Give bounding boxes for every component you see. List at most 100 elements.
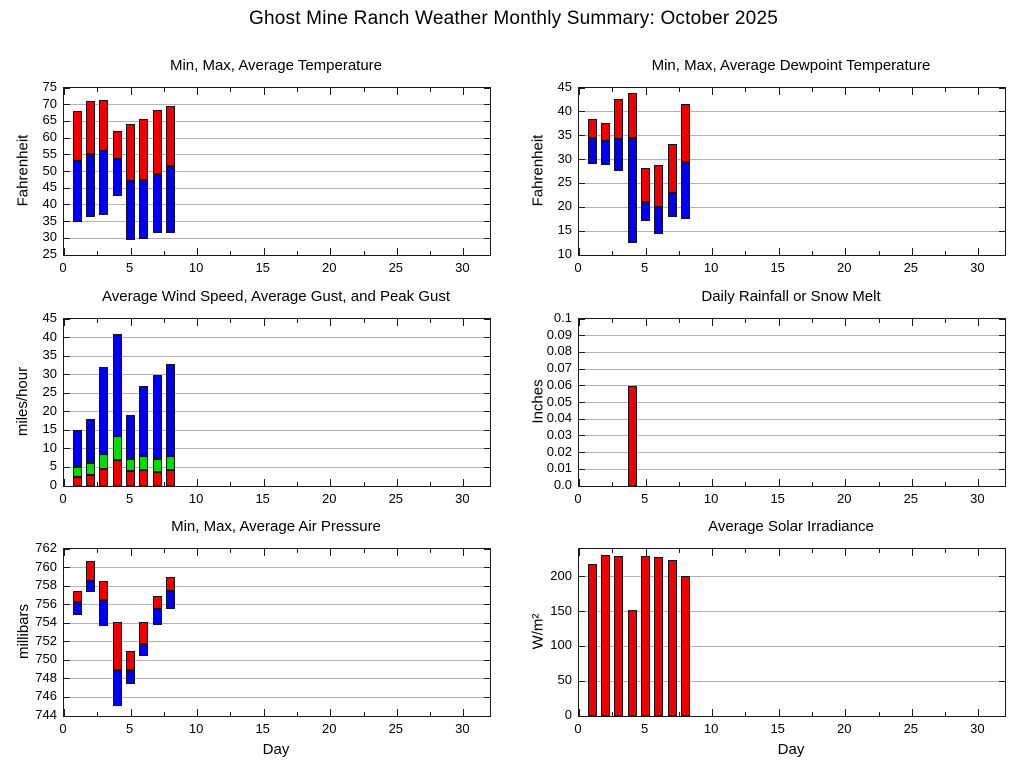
x-tick-label: 25 — [388, 721, 404, 736]
y-axis-tick — [64, 392, 70, 394]
bar-rainfall — [627, 385, 637, 486]
x-axis-tick — [230, 251, 232, 255]
grid-line — [579, 135, 1005, 137]
y-axis-tick — [484, 237, 490, 239]
y-axis-tick — [999, 576, 1005, 578]
bar-average-to-max — [614, 99, 624, 139]
y-tick-label: 758 — [35, 577, 57, 593]
y-axis-tick — [999, 645, 1005, 647]
bar-avg-wind-speed — [139, 470, 149, 486]
x-tick-label: 20 — [837, 260, 852, 275]
x-axis-tick — [330, 479, 332, 486]
y-axis-tick — [484, 355, 490, 357]
bar-min-to-average — [166, 166, 175, 233]
y-axis-tick — [999, 351, 1005, 353]
y-tick-label: 750 — [35, 651, 57, 667]
y-axis-tick — [64, 120, 70, 122]
y-axis-tick — [484, 187, 490, 189]
y-tick-label: 20 — [557, 198, 572, 214]
x-axis-tick — [745, 319, 747, 323]
plot-area — [63, 318, 491, 487]
x-axis-tick — [878, 482, 880, 486]
y-tick-label: 25 — [557, 174, 572, 190]
x-axis-tick — [363, 549, 365, 553]
y-tick-label: 752 — [35, 632, 57, 648]
y-axis-tick — [579, 182, 585, 184]
y-tick-label: 746 — [35, 688, 57, 704]
x-axis-tick — [745, 251, 747, 255]
bar-average-to-max — [99, 581, 109, 601]
x-axis-tick — [163, 251, 165, 255]
x-axis-tick — [430, 482, 432, 486]
bar-peak-gust — [112, 333, 122, 436]
y-tick-label: 762 — [35, 540, 57, 555]
x-tick-label: 5 — [125, 721, 134, 736]
y-axis-tick — [999, 254, 1005, 256]
x-axis-tick — [878, 712, 880, 716]
x-tick-label: 25 — [903, 491, 919, 506]
bar-average-to-max — [627, 92, 637, 138]
y-tick-label: 40 — [42, 328, 57, 344]
grid-line — [64, 641, 490, 643]
bar-average-to-max — [681, 103, 690, 162]
x-tick-label: 0 — [574, 260, 582, 275]
x-axis-tick — [64, 549, 65, 556]
x-axis-tick — [978, 248, 980, 255]
bar-avg-wind-speed — [126, 471, 136, 486]
bar-avg-wind-speed — [72, 476, 82, 486]
grid-line — [64, 429, 490, 431]
x-axis-tick — [130, 88, 132, 95]
x-axis-tick — [945, 319, 947, 323]
x-axis-tick — [878, 549, 880, 553]
x-axis-tick — [64, 88, 65, 95]
grid-line — [579, 468, 1005, 470]
bar-solar-irradiance — [627, 609, 637, 716]
bar-min-to-average — [72, 161, 82, 222]
x-tick-label: 0 — [59, 260, 67, 275]
bar-min-to-average — [601, 140, 611, 165]
bar-min-to-average — [139, 643, 149, 656]
y-tick-label: 25 — [42, 384, 57, 400]
bar-average-to-max — [601, 123, 611, 141]
y-axis-tick — [579, 111, 585, 113]
x-axis-tick — [263, 88, 265, 95]
y-axis-tick — [579, 87, 585, 89]
y-axis-tick — [579, 385, 585, 387]
x-tick-label: 5 — [640, 260, 649, 275]
y-axis-tick — [64, 355, 70, 357]
bar-avg-gust — [112, 435, 122, 460]
x-axis-tick — [463, 549, 465, 556]
page-title: Ghost Mine Ranch Weather Monthly Summary… — [249, 8, 778, 29]
chart-title: Average Wind Speed, Average Gust, and Pe… — [102, 288, 450, 305]
y-tick-label: 748 — [35, 669, 57, 685]
y-axis-tick — [484, 567, 490, 569]
y-axis-tick — [484, 604, 490, 606]
y-axis-tick — [579, 230, 585, 232]
x-axis-tick — [778, 88, 780, 95]
bar-peak-gust — [166, 363, 175, 456]
grid-line — [579, 418, 1005, 420]
y-tick-label: 45 — [42, 310, 57, 325]
x-axis-tick — [396, 319, 398, 326]
bar-average-to-max — [99, 99, 109, 152]
y-axis-tick — [64, 466, 70, 468]
grid-line — [64, 187, 490, 189]
y-tick-label: 150 — [550, 602, 572, 618]
y-tick-label: 760 — [35, 558, 57, 574]
x-axis-tick — [263, 479, 265, 486]
y-axis-tick — [579, 368, 585, 370]
y-tick-label: 0.08 — [546, 343, 572, 359]
x-axis-tick — [363, 482, 365, 486]
x-axis-tick — [163, 88, 165, 92]
bar-min-to-average — [86, 580, 96, 592]
y-axis-tick — [999, 435, 1005, 437]
x-axis-tick — [163, 482, 165, 486]
y-tick-label: 30 — [42, 365, 57, 381]
bar-average-to-max — [72, 111, 82, 162]
grid-line — [579, 645, 1005, 647]
grid-line — [579, 452, 1005, 454]
grid-line — [579, 182, 1005, 184]
y-tick-label: 45 — [42, 179, 57, 195]
x-axis-tick — [396, 479, 398, 486]
y-axis-tick — [579, 135, 585, 137]
